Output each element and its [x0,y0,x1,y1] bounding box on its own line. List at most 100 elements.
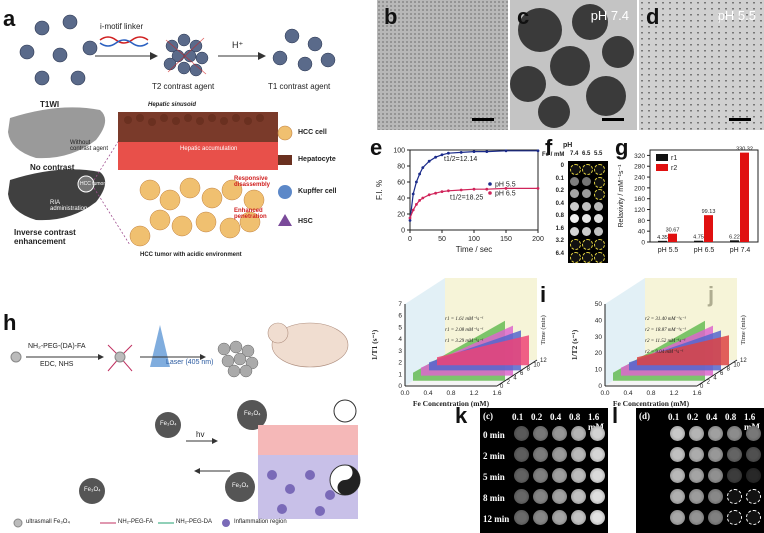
mri-well [689,489,704,504]
e-point [536,149,540,153]
e-point [421,196,425,200]
g-ytick-label: 200 [634,185,645,192]
mri-well [590,447,605,462]
y-tick-label: 1 [398,371,402,378]
panel-f-label: f [545,135,553,160]
panel-k-label: k [455,403,468,428]
e-point [485,150,489,153]
g-data-label: 6.22 [729,234,740,240]
t1wi-label: T1WI [40,100,60,109]
legend-peg-da: NH₂-PEG-DA [176,519,212,525]
e-ytick-label: 20 [397,212,405,219]
legend-kupffer: Kupffer cell [298,188,337,195]
panel-f-well-grid: 7.4 6.5 5.5 0 0.1 0.2 0.4 0.8 1.6 3.2 6.4 [540,145,610,265]
mri-well [514,447,529,462]
y-tick-label: 0 [398,383,402,390]
mri-well [727,510,742,525]
mri-col-label: 0.8 [569,412,581,422]
mri-well [689,468,704,483]
x-tick-label: 1.2 [669,390,678,397]
mri-row-label: 5 min [483,472,505,482]
f-well [570,239,581,250]
mri-well [533,510,548,525]
laser-label: Laser (405 nm) [166,359,214,366]
mri-row-label: 0 min [483,430,505,440]
mri-well [708,426,723,441]
y-tick-label: 2 [398,360,402,367]
mri-well [552,447,567,462]
z-tick-label: 12 [740,358,747,364]
e-ytick-label: 0 [401,228,405,235]
y-tick-label: 20 [595,350,603,357]
z-tick-label: 4 [513,375,517,381]
mri-col-label: 0.1 [668,412,680,422]
hepatic-accum-label: Hepatic accumulation [180,146,238,152]
mri-well [670,489,685,504]
legend-hepatocyte: Hepatocyte [298,156,336,163]
f-well [570,226,579,236]
mri-sublabel: (d) [639,411,650,421]
e-series-line-0 [409,150,538,221]
f-well [582,201,591,211]
mri-col-label: 0.2 [687,412,699,422]
y-tick-label: 10 [595,367,603,374]
f-well [582,251,593,263]
mri-well [727,447,742,462]
e-point [440,153,444,157]
f-well [582,239,593,250]
mri-well [514,510,529,525]
e-ytick-label: 80 [397,164,405,171]
hepatic-label: Hepatic sinusoid [148,102,197,108]
x-tick-label: 0.4 [423,390,432,397]
mri-well [533,426,548,441]
mri-well [670,510,685,525]
core-label-4: Fe₃O₄ [232,483,249,489]
e-point [427,159,431,163]
mri-well [552,489,567,504]
f-fe-row-label: 3.2 [555,238,564,244]
e-point [504,149,508,153]
linker-label: i-motif linker [100,22,144,31]
mri-well [670,468,685,483]
f-well [594,226,603,236]
y-tick-label: 40 [595,317,603,324]
mri-well [571,426,586,441]
mri-well [533,447,548,462]
e-point [418,199,421,202]
y-tick-label: 30 [595,334,603,341]
f-well [582,189,591,198]
y-tick-label: 5 [398,324,402,331]
e-legend-label-1: pH 6.5 [495,191,516,198]
x-tick-label: 1.6 [692,390,701,397]
core-label-1: Fe₃O₄ [160,421,177,427]
mri-well [746,447,761,462]
mri-well [590,426,605,441]
panel-f-ph-label: pH [563,142,573,149]
f-well [594,214,603,223]
z-tick-label: 8 [727,367,731,373]
z-tick-label: 2 [507,380,511,386]
x-tick-label: 0.0 [400,390,409,397]
e-point [411,208,415,212]
mri-col-label: 0.4 [550,412,562,422]
e-point [472,150,476,153]
x-axis-label: Fe Concentration (mM) [413,399,490,408]
mri-well [746,510,761,525]
g-ytick-label: 280 [634,164,645,171]
mri-well [590,510,605,525]
f-well [570,176,579,186]
z-axis-label: Time (min) [540,315,547,345]
panel-d-texture [639,0,764,130]
annotation: r2 = 18.87 mM⁻¹s⁻¹ [645,327,686,333]
e-point [485,187,489,191]
f-fe-row-label: 6.4 [555,250,564,257]
z-tick-label: 4 [713,375,717,381]
mri-well [708,468,723,483]
f-well [582,176,591,186]
mri-well [689,426,704,441]
panel-c-ph: pH 7.4 [590,8,629,23]
mri-well [727,489,742,504]
wall-left [605,278,645,386]
no-contrast-label: No contrast [30,163,75,172]
slab-3 [437,335,529,366]
